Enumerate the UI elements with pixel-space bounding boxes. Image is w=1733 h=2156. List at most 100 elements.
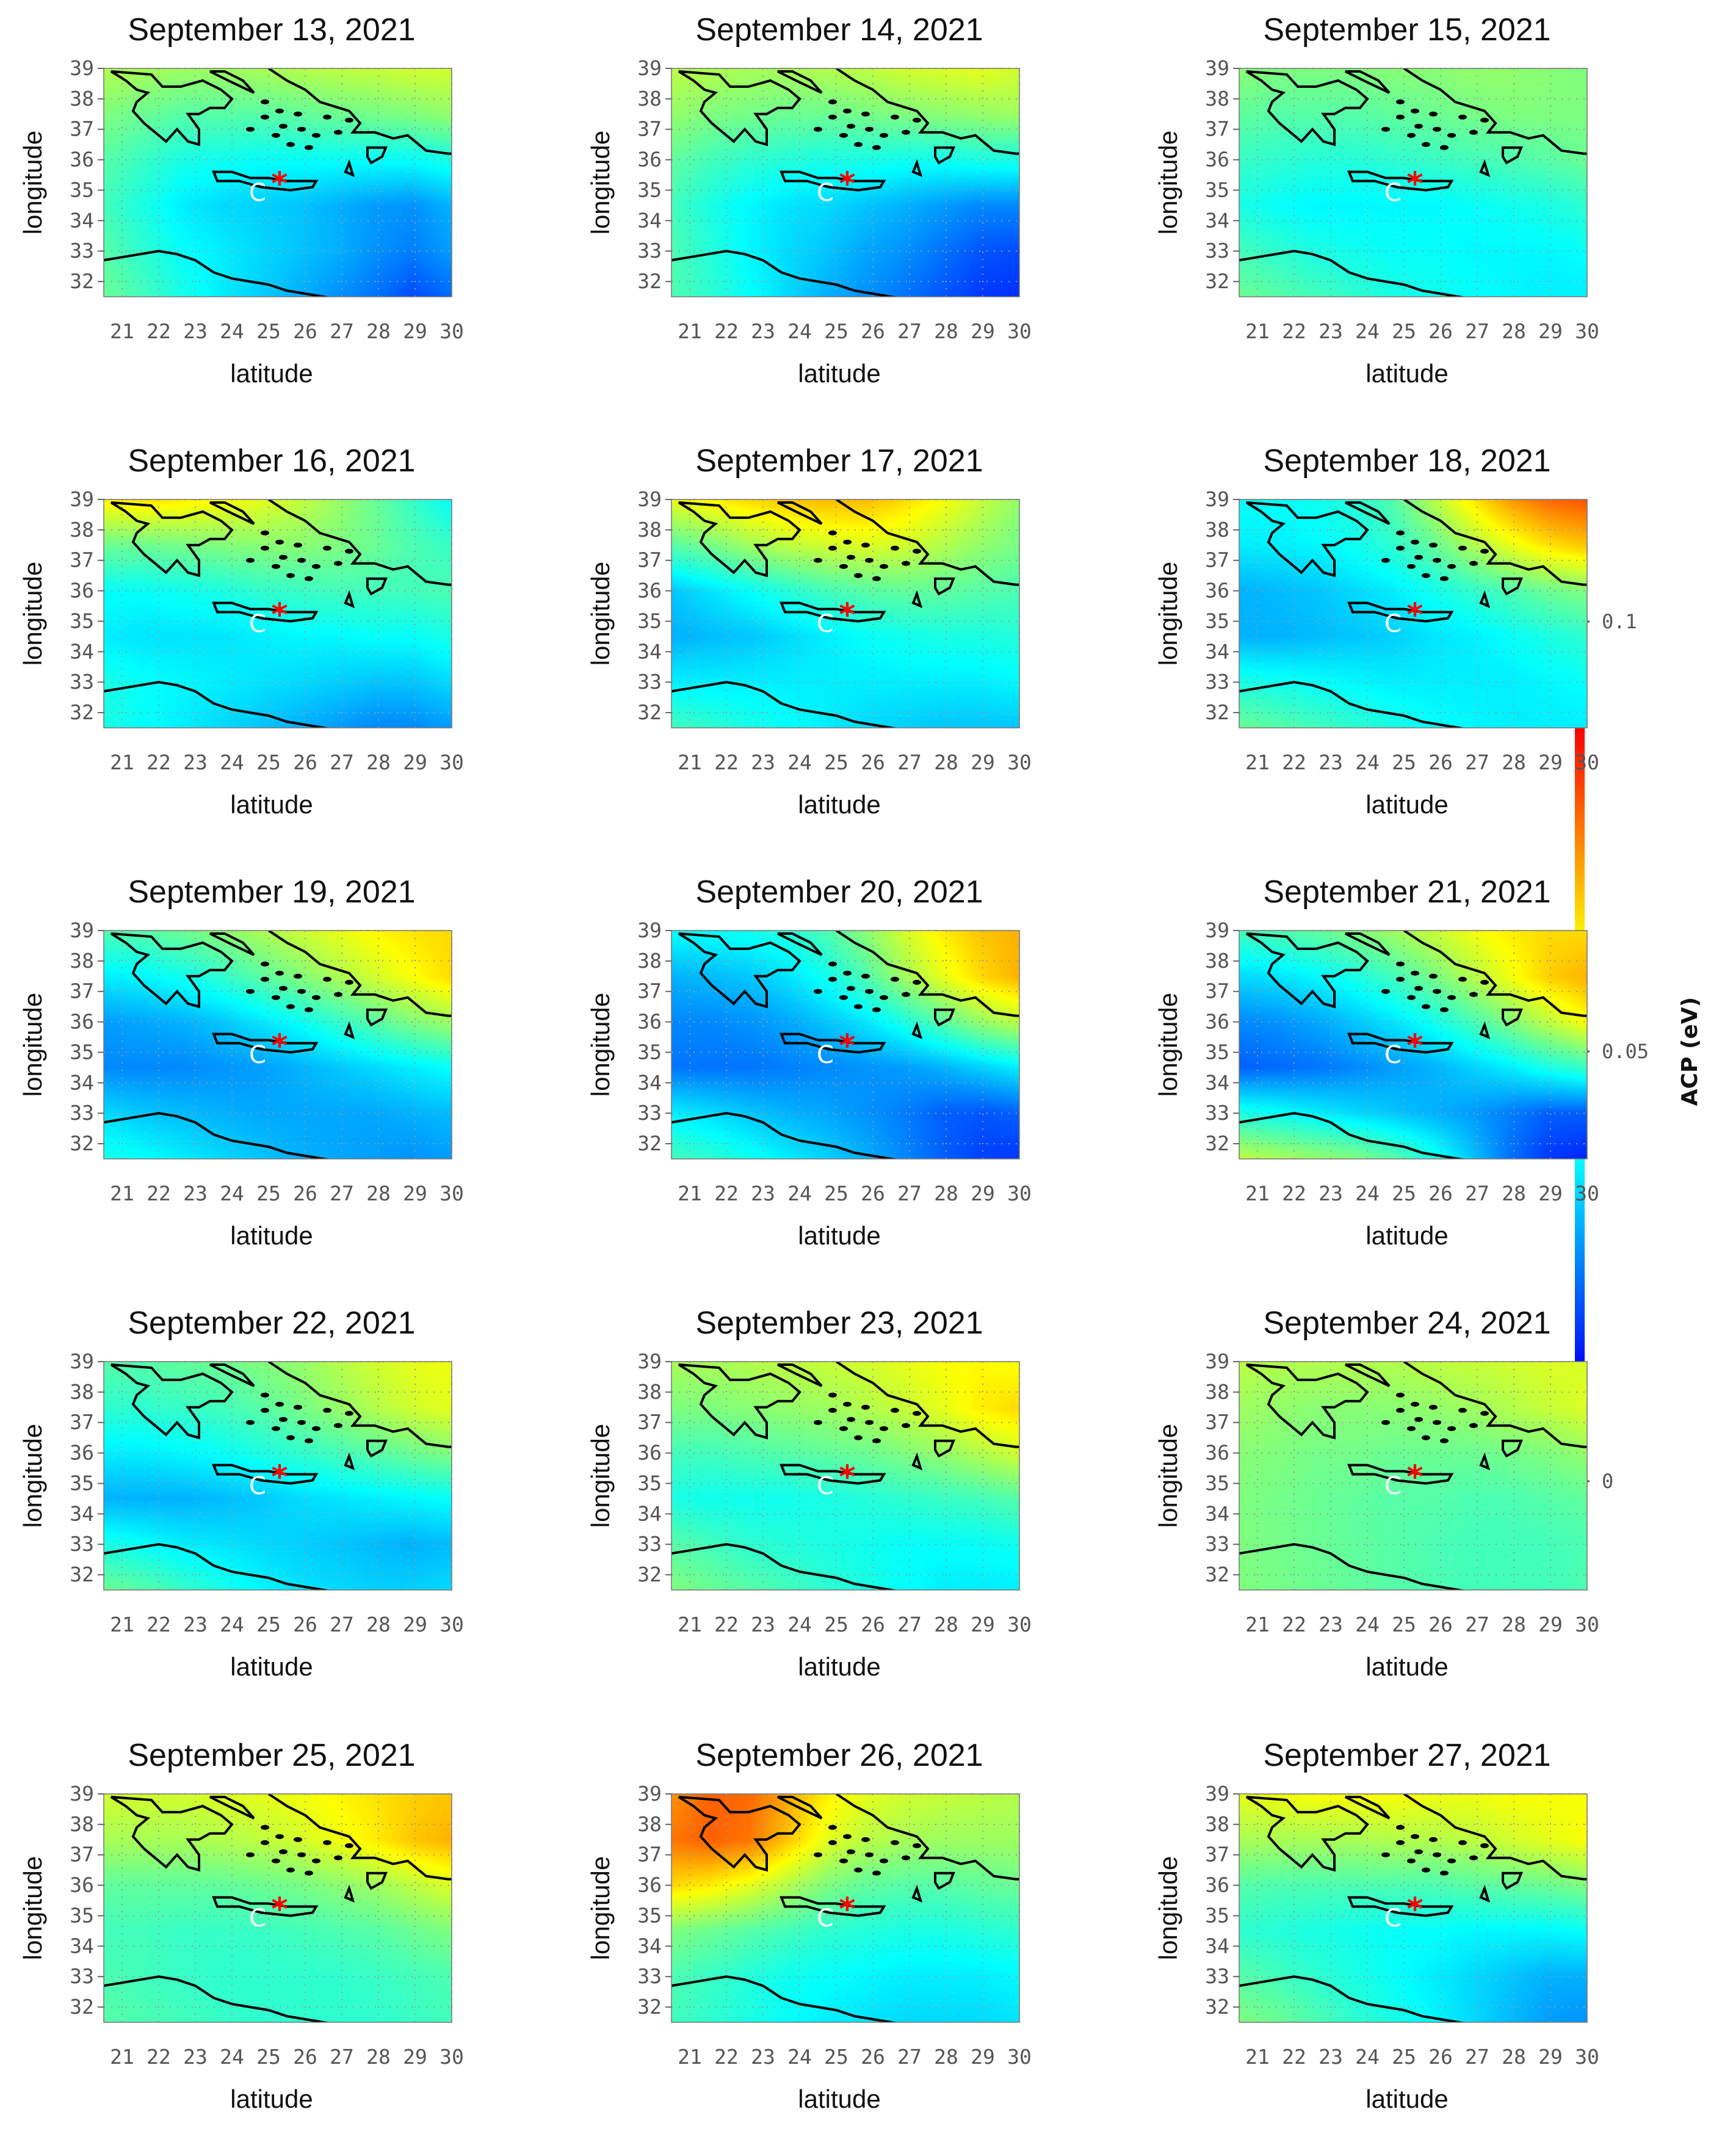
island [880,1858,888,1864]
island [1480,1410,1489,1416]
x-tick-label: 28 [1502,1181,1526,1205]
y-tick-label: 34 [637,1070,662,1094]
island [847,1417,855,1422]
x-tick-label: 26 [293,319,317,343]
island [1458,545,1467,551]
coastline-africa [671,1975,899,2022]
island [305,1870,313,1876]
x-tick-label: 26 [1428,750,1453,774]
island [1480,1843,1489,1848]
coastline-karpathos [911,1021,923,1039]
island [1447,995,1456,1000]
x-tick-label: 28 [366,750,391,774]
island [294,1404,302,1410]
y-tick-label: 32 [1205,1995,1229,2019]
x-tick-label: 28 [1502,1613,1526,1636]
y-tick-label: 34 [637,1501,662,1525]
map-panel: September 23, 2021 C * 32 33 34 35 36 37 38 39 21 22… [568,1293,1117,1721]
map-panel: September 20, 2021 C * 32 33 34 35 36 37 38 39 21 22… [568,862,1117,1290]
x-tick-label: 22 [714,1181,739,1205]
island [1480,979,1489,985]
y-tick-label: 36 [1205,1873,1229,1897]
x-tick-label: 24 [1355,1613,1380,1636]
island [854,1867,863,1873]
x-tick-label: 24 [1355,319,1380,343]
map-svg: September 20, 2021 C * 32 33 34 35 36 37 38 39 21 22… [586,874,1032,1250]
coastline-rhodes [934,1439,955,1458]
x-tick-label: 24 [1355,750,1380,774]
map-svg: September 26, 2021 C * 32 33 34 35 36 37 38 39 21 22… [586,1738,1032,2113]
island [345,1843,353,1848]
y-tick-label: 32 [1205,700,1229,724]
y-tick-label: 37 [637,1410,662,1434]
x-tick-label: 28 [934,1613,958,1636]
plot-frame [1239,1361,1588,1591]
x-tick-label: 29 [971,2045,995,2069]
island [275,1401,284,1407]
x-tick-label: 21 [1245,319,1270,343]
coastline-karpathos [344,1452,355,1470]
x-axis-label: latitude [798,790,880,819]
coastline-africa [104,1112,331,1159]
y-axis-label: longitude [586,562,615,666]
x-tick-label: 27 [330,319,354,343]
y-tick-label: 39 [70,487,94,511]
coastline-karpathos [1479,1884,1491,1903]
panel-title: September 25, 2021 [128,1738,415,1773]
map-svg: September 18, 2021 C * 32 33 34 35 36 37 38 39 21 22… [1154,443,1599,819]
x-tick-label: 27 [897,750,922,774]
island [1480,548,1489,554]
y-tick-label: 39 [1205,918,1229,942]
x-tick-label: 22 [147,750,171,774]
coastline-evia [777,932,823,956]
x-tick-label: 22 [714,2045,739,2069]
marker-label: C [817,1041,834,1069]
y-tick-label: 32 [1205,1563,1229,1586]
island [261,114,269,120]
y-axis-label: longitude [586,1424,615,1528]
coastlines [671,931,1019,1159]
y-tick-label: 33 [637,670,662,694]
coastline-karpathos [911,159,923,177]
y-tick-label: 34 [1205,208,1229,232]
coastline-evia [209,932,255,956]
x-tick-label: 26 [861,1613,885,1636]
x-tick-label: 27 [897,319,922,343]
island [261,530,269,535]
island [246,557,255,563]
island [902,561,910,566]
y-tick-label: 36 [1205,579,1229,603]
island [275,1834,284,1839]
island [297,126,306,132]
coastline-africa [104,681,331,728]
plot-frame [103,1793,452,2023]
coastline-greece [678,501,801,578]
island [1458,976,1467,982]
x-tick-label: 26 [1428,319,1453,343]
island [1433,1852,1441,1857]
x-tick-label: 29 [971,319,995,343]
coastline-rhodes [1502,146,1523,165]
coastline-evia [1345,70,1391,94]
y-tick-label: 33 [1205,1532,1229,1556]
y-tick-label: 35 [1205,1040,1229,1064]
x-tick-label: 28 [366,1613,391,1636]
x-tick-label: 22 [1282,750,1306,774]
island [1447,564,1456,569]
island [272,132,280,138]
y-tick-label: 38 [637,518,662,542]
x-tick-label: 23 [183,750,208,774]
y-tick-label: 34 [1205,639,1229,663]
island [279,1849,288,1854]
heatmap-image [671,1362,1019,1590]
island [261,1824,269,1830]
island [246,1852,255,1857]
island [1447,1858,1456,1864]
heatmap-image [1239,68,1587,297]
coastlines [671,1794,1019,2022]
x-tick-label: 26 [293,750,317,774]
x-tick-label: 26 [293,2045,317,2069]
x-tick-label: 23 [751,1181,775,1205]
island [345,548,353,554]
x-tick-label: 26 [861,2045,885,2069]
